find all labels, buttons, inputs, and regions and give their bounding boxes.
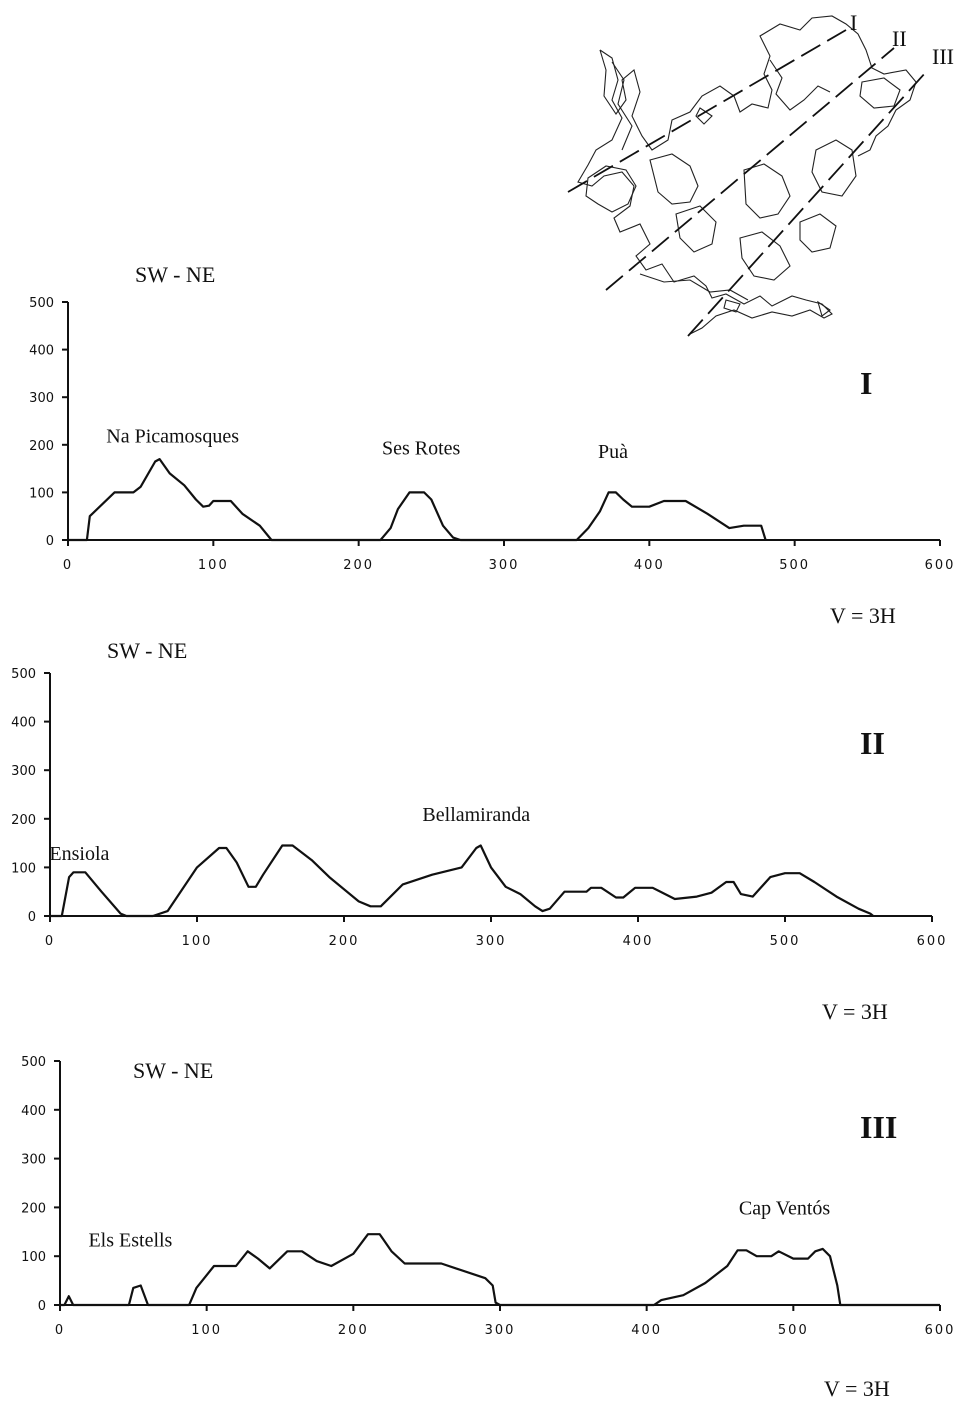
y-tick-label: 200 [11,813,36,828]
map-coastline [577,49,833,335]
profile-III: SW - NE III V = 3H 0 100 200 300 400 500 600 0 1… [21,1055,956,1401]
scale-note: V = 3H [824,1376,890,1401]
peak-label: Bellamiranda [422,804,530,826]
map-contour-11 [799,213,837,253]
x-tick-label: 100 [198,558,229,573]
profile-line-I [567,29,847,193]
profile-series-line [50,844,874,918]
map-contour-10 [695,107,713,125]
map-contour-9 [769,59,831,111]
y-tick-label: 100 [11,861,36,876]
x-tick-label: 500 [778,1323,809,1338]
x-tick-label: 100 [182,934,213,949]
peak-label: Ses Rotes [382,437,461,459]
map-contour-7 [859,77,901,109]
profile-numeral: III [860,1109,897,1145]
map-contour-8 [611,61,633,151]
profile-line-label-II: II [892,26,907,51]
profile-II: SW - NE II V = 3H 0 100 200 300 400 500 600 0 10… [11,638,948,1024]
map-contour-5 [739,231,791,281]
x-tick-label: 600 [917,934,948,949]
map-contour-3 [743,163,791,219]
direction-label: SW - NE [133,1058,213,1083]
x-tick-label: 600 [925,1323,956,1338]
map-contour-2 [649,153,699,205]
y-tick-label: 300 [11,764,36,779]
y-tick-label: 200 [21,1201,46,1216]
profile-series-line [60,1233,940,1307]
scale-note: V = 3H [822,999,888,1024]
x-tick-label: 500 [770,934,801,949]
y-tick-label: 500 [11,667,36,682]
y-tick-label: 200 [29,439,54,454]
x-tick-label: 400 [623,934,654,949]
x-tick-label: 500 [779,558,810,573]
map-contour-6 [811,139,857,197]
x-tick-label: 600 [925,558,956,573]
profile-numeral: I [860,365,872,401]
direction-label: SW - NE [107,638,187,663]
profile-line-label-III: III [932,44,954,69]
profile-numeral: II [860,725,885,761]
y-tick-label: 500 [29,296,54,311]
peak-label: Els Estells [88,1229,172,1251]
x-tick-label: 0 [45,934,55,949]
peak-label: Na Picamosques [106,425,239,447]
peak-label: Ensiola [49,843,109,865]
profile-line-label-I: I [850,10,857,35]
map-contour-14 [817,300,831,317]
profile-line-II [605,47,895,291]
y-tick-label: 400 [29,344,54,359]
map-coastline-north [599,15,917,157]
scale-note: V = 3H [830,603,896,628]
x-tick-label: 300 [489,558,520,573]
island-map: I II III [567,10,954,337]
y-tick-label: 400 [21,1104,46,1119]
x-tick-label: 100 [191,1323,222,1338]
map-contour-13 [723,299,741,313]
x-tick-label: 0 [63,558,73,573]
map-contour-12 [639,273,749,301]
x-tick-label: 200 [343,558,374,573]
profile-series-line [68,458,767,542]
y-tick-label: 300 [29,391,54,406]
peak-label: Puà [598,441,628,463]
y-tick-label: 500 [21,1055,46,1070]
x-tick-label: 200 [329,934,360,949]
x-tick-label: 0 [55,1323,65,1338]
map-contour-4 [675,205,717,253]
y-tick-label: 0 [46,534,54,549]
profile-line-III [687,71,927,337]
profile-I: SW - NE I V = 3H 0 100 200 300 400 500 600 0 100… [29,262,956,628]
x-tick-label: 400 [631,1323,662,1338]
map-contour-1 [585,165,637,213]
y-tick-label: 100 [21,1250,46,1265]
x-tick-label: 300 [485,1323,516,1338]
x-tick-label: 300 [476,934,507,949]
x-tick-label: 200 [338,1323,369,1338]
direction-label: SW - NE [135,262,215,287]
y-tick-label: 400 [11,716,36,731]
y-tick-label: 0 [28,910,36,925]
y-tick-label: 100 [29,486,54,501]
peak-label: Cap Ventós [739,1198,831,1220]
y-tick-label: 300 [21,1153,46,1168]
x-tick-label: 400 [634,558,665,573]
y-tick-label: 0 [38,1299,46,1314]
